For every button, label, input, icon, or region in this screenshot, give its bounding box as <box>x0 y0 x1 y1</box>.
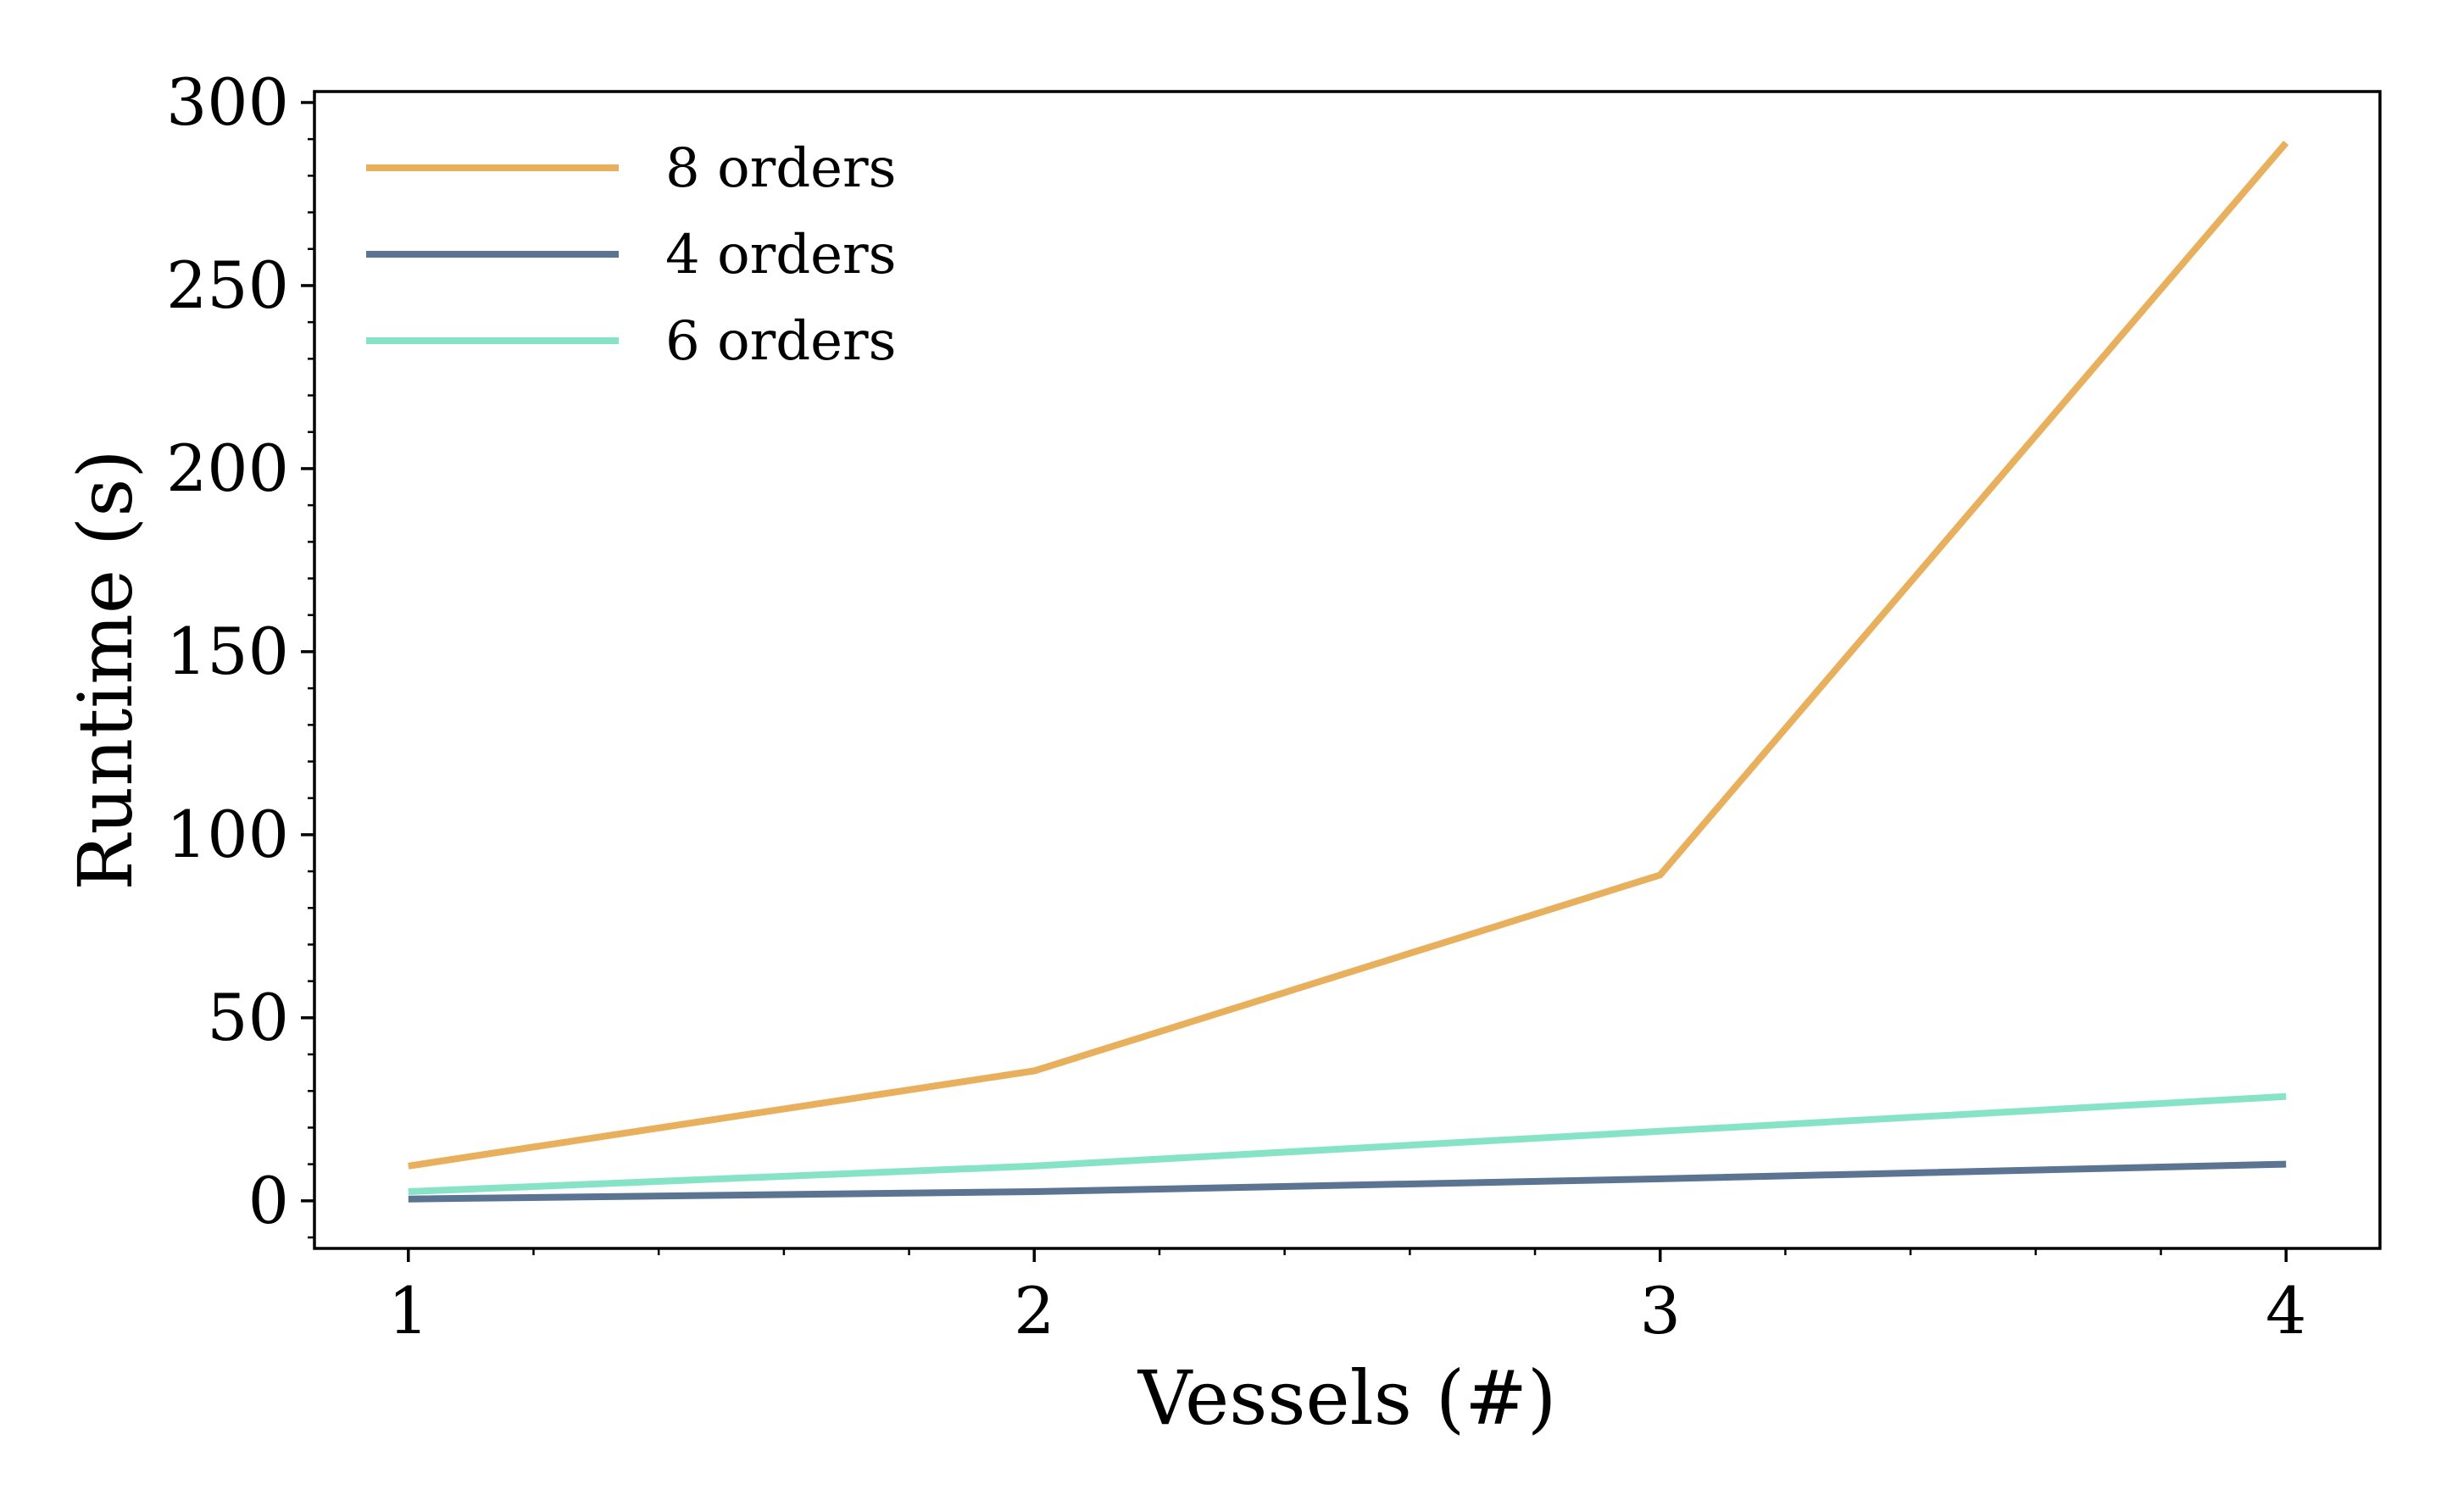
series-line-6-orders <box>408 1092 2287 1195</box>
x-axis-label: Vessels (#) <box>1137 1354 1557 1442</box>
legend-label-6-orders: 6 orders <box>665 310 896 373</box>
legend-label-8-orders: 8 orders <box>665 137 896 200</box>
y-tick-label: 50 <box>207 980 289 1055</box>
y-tick-label: 250 <box>166 247 289 323</box>
y-tick-label: 100 <box>166 797 289 872</box>
x-tick-label: 1 <box>388 1273 429 1348</box>
y-tick-label: 300 <box>166 64 289 140</box>
series-line-8-orders <box>408 140 2289 1170</box>
legend-label-4-orders: 4 orders <box>665 224 896 286</box>
y-axis-label: Runtime (s) <box>62 449 149 890</box>
plot-frame <box>313 90 2382 1250</box>
y-tick-label: 200 <box>166 431 289 506</box>
y-tick-label: 0 <box>248 1163 289 1238</box>
series-layer <box>408 140 2289 1203</box>
ticks-layer: 0 50 100 150 200 250 300 1 2 3 4 <box>166 64 2306 1348</box>
x-tick-label: 2 <box>1014 1273 1054 1348</box>
y-tick-label: 150 <box>166 614 289 689</box>
legend: 8 orders 4 orders 6 orders <box>366 137 896 373</box>
series-line-4-orders <box>408 1160 2287 1203</box>
x-tick-label: 4 <box>2266 1273 2306 1348</box>
x-tick-label: 3 <box>1640 1273 1681 1348</box>
